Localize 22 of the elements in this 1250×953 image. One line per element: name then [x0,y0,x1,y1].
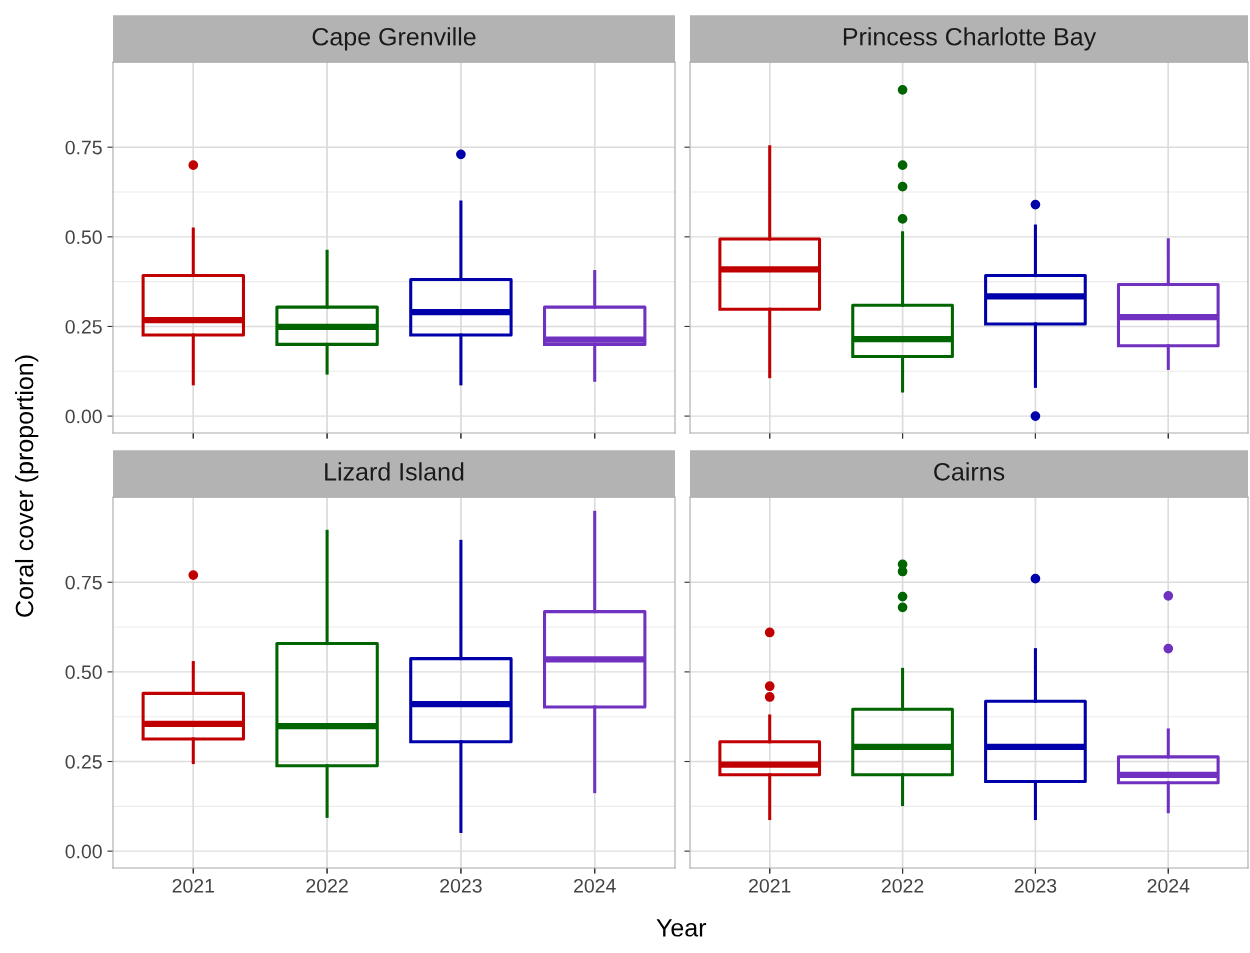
y-axis-title: Coral cover (proportion) [15,355,39,617]
x-tick-label: 2023 [1014,878,1057,893]
x-tick-label: 2021 [172,878,214,893]
chart-title: Princess Charlotte Bay [843,27,1097,51]
x-tick-label: 2022 [881,878,924,893]
chart-title: Cape Grenville [312,27,476,51]
y-tick-label: 0.75 [65,140,102,155]
y-tick-label: 0.25 [65,319,102,334]
x-tick-label: 2022 [306,878,348,893]
chart-title: Lizard Island [325,462,464,481]
y-tick-label: 0.00 [65,409,102,424]
y-tick-label: 0.75 [65,575,102,590]
x-axis-title: Year [656,919,707,937]
x-tick-label: 2023 [440,878,482,893]
x-tick-label: 2021 [749,878,791,893]
y-tick-label: 0.00 [65,844,102,859]
x-tick-label: 2024 [574,878,616,893]
y-tick-label: 0.50 [65,230,102,245]
chart-title: Cairns [934,462,1005,481]
y-tick-label: 0.25 [65,754,102,769]
x-tick-label: 2024 [1147,878,1190,893]
y-tick-label: 0.50 [65,665,102,680]
